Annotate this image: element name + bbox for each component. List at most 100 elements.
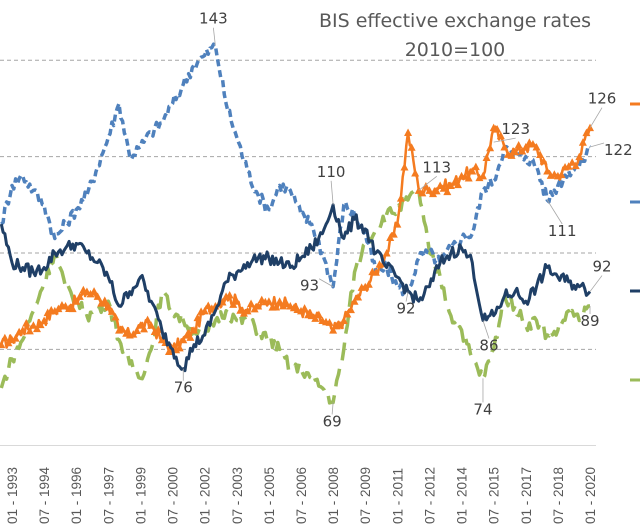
data-labels: 143 76 69 93 110 92 113 86 74 123 111 126 122 92 89 (174, 10, 633, 431)
triangle-marker (493, 125, 502, 133)
triangle-marker (421, 182, 430, 190)
triangle-marker (147, 321, 156, 329)
leader-line (589, 107, 603, 128)
triangle-marker (311, 314, 320, 322)
triangle-marker (578, 138, 587, 146)
data-label: 92 (592, 258, 611, 276)
triangle-marker (500, 142, 509, 151)
triangle-marker (247, 299, 256, 307)
data-label: 110 (317, 163, 346, 181)
triangle-marker (564, 162, 573, 170)
triangle-marker (396, 194, 405, 202)
series-line (0, 42, 591, 297)
data-label: 89 (580, 312, 599, 330)
triangle-marker (436, 181, 445, 190)
triangle-marker (329, 326, 338, 334)
leader-line (589, 275, 603, 292)
series-2 (0, 42, 591, 297)
legend (630, 102, 640, 382)
x-tick-label: 07 - 2012 (422, 467, 437, 524)
data-label: 143 (199, 10, 228, 28)
data-label: 93 (300, 277, 319, 295)
triangle-marker (32, 324, 41, 333)
triangle-marker (575, 152, 584, 161)
triangle-marker (518, 147, 527, 155)
triangle-marker (36, 320, 45, 329)
triangle-marker (418, 188, 427, 197)
chart-subtitle: 2010=100 (405, 39, 506, 61)
leader-line (589, 142, 605, 148)
triangle-marker (582, 128, 591, 137)
leader-line (318, 278, 334, 288)
triangle-marker (496, 131, 505, 140)
chart-title: BIS effective exchange rates (319, 10, 591, 32)
triangle-marker (90, 287, 99, 295)
data-label: 113 (422, 158, 451, 176)
triangle-marker (532, 142, 541, 151)
triangle-marker (543, 167, 552, 175)
triangle-marker (232, 297, 241, 305)
triangle-marker (236, 306, 245, 314)
x-tick-label: 01 - 1996 (69, 467, 84, 524)
x-tick-label: 01 - 1993 (5, 467, 20, 524)
triangle-marker (40, 316, 49, 324)
triangle-marker (336, 321, 345, 329)
x-tick-label: 07 - 1994 (37, 466, 52, 524)
triangle-marker (400, 163, 409, 171)
triangle-marker (50, 306, 59, 315)
triangle-marker (204, 301, 213, 310)
triangle-marker (471, 162, 480, 171)
triangle-marker (164, 347, 173, 356)
x-tick-label: 01 - 2005 (262, 467, 277, 524)
triangle-marker (200, 306, 209, 315)
triangle-marker (97, 299, 106, 307)
triangle-marker (393, 220, 402, 228)
triangle-marker (382, 249, 391, 257)
triangle-marker (254, 302, 263, 310)
data-label: 122 (604, 141, 633, 159)
series-line (0, 187, 590, 405)
triangle-marker (297, 306, 306, 315)
data-label: 126 (588, 90, 617, 108)
gridlines (0, 59, 596, 350)
triangle-marker (514, 140, 523, 149)
triangle-marker (22, 319, 31, 327)
triangle-marker (18, 326, 27, 334)
triangle-marker (0, 333, 9, 342)
triangle-marker (407, 143, 416, 151)
triangle-marker (364, 280, 373, 288)
x-tick-label: 01 - 1999 (133, 467, 148, 524)
triangle-marker (136, 321, 145, 329)
triangle-marker (468, 167, 477, 175)
triangle-marker (93, 292, 102, 300)
leader-line (418, 176, 437, 191)
leader-line (330, 180, 334, 205)
triangle-marker (464, 173, 473, 182)
triangle-marker (314, 310, 323, 319)
triangle-marker (371, 268, 380, 276)
x-tick-label: 01 - 2011 (390, 468, 405, 524)
x-tick-label: 01 - 2017 (519, 467, 534, 524)
series-1 (0, 123, 595, 356)
triangle-marker (568, 158, 577, 166)
triangle-marker (75, 292, 84, 300)
triangle-marker (225, 290, 234, 299)
triangle-marker (207, 304, 216, 312)
triangle-marker (107, 307, 116, 315)
data-label: 76 (174, 379, 193, 397)
triangle-marker (539, 157, 548, 165)
triangle-marker (189, 326, 198, 334)
triangle-marker (264, 297, 273, 305)
triangle-marker (404, 128, 413, 136)
triangle-marker (11, 334, 20, 342)
x-tick-label: 07 - 2006 (294, 467, 309, 524)
triangle-marker (411, 168, 420, 177)
triangle-marker (350, 297, 359, 305)
triangle-marker (536, 150, 545, 159)
data-label: 86 (479, 336, 498, 354)
x-tick-label: 07 - 1997 (101, 467, 116, 524)
leader-line (212, 27, 216, 46)
triangle-marker (343, 309, 352, 318)
triangle-marker (104, 302, 113, 310)
triangle-marker (275, 297, 284, 305)
